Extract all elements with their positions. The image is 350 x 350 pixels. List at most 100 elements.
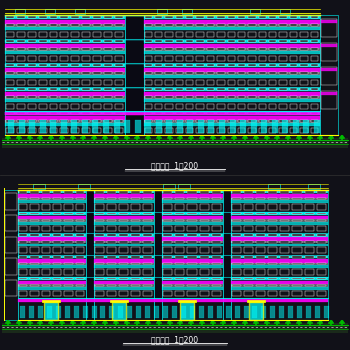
Bar xyxy=(231,216,328,219)
Bar xyxy=(293,278,302,279)
Bar xyxy=(211,241,220,243)
Circle shape xyxy=(330,321,332,323)
Bar xyxy=(238,25,245,26)
Bar xyxy=(155,16,162,18)
Bar xyxy=(248,88,256,90)
Bar xyxy=(95,226,104,231)
Circle shape xyxy=(93,321,96,323)
Bar xyxy=(144,198,152,199)
Bar xyxy=(176,40,183,42)
Bar xyxy=(293,234,302,236)
Bar xyxy=(82,88,90,90)
Bar xyxy=(196,25,204,26)
Bar xyxy=(61,128,68,133)
Bar xyxy=(61,32,68,37)
Bar xyxy=(196,48,204,50)
Bar xyxy=(304,291,314,296)
Bar xyxy=(28,96,36,98)
Bar xyxy=(290,80,297,85)
Bar xyxy=(127,306,132,318)
Bar xyxy=(290,128,297,133)
Bar xyxy=(162,237,223,241)
Bar xyxy=(175,269,184,274)
Bar xyxy=(30,204,39,210)
Bar xyxy=(95,212,104,214)
Bar xyxy=(163,234,173,236)
Bar xyxy=(199,256,209,258)
Circle shape xyxy=(104,321,106,323)
Bar xyxy=(5,120,125,123)
Bar xyxy=(304,226,314,231)
Bar xyxy=(42,269,50,274)
Bar xyxy=(5,237,17,253)
Circle shape xyxy=(104,136,106,138)
Bar xyxy=(18,256,86,258)
Bar xyxy=(165,16,173,18)
Bar xyxy=(42,291,50,296)
Bar xyxy=(71,72,79,74)
Bar xyxy=(244,212,253,214)
Bar xyxy=(248,112,256,114)
Bar xyxy=(244,306,248,318)
Bar xyxy=(30,198,39,199)
Bar xyxy=(211,220,220,221)
Bar xyxy=(232,247,241,253)
Bar xyxy=(50,64,57,66)
Bar xyxy=(155,80,162,85)
Bar xyxy=(199,220,209,221)
Bar xyxy=(268,291,277,296)
Bar xyxy=(280,120,287,122)
Bar xyxy=(162,244,223,246)
Bar xyxy=(76,220,84,221)
Bar xyxy=(300,64,308,66)
Bar xyxy=(64,278,73,279)
Bar xyxy=(280,9,290,14)
Bar xyxy=(188,256,196,258)
Bar xyxy=(104,104,112,108)
Bar xyxy=(280,220,289,221)
Bar xyxy=(92,120,98,133)
Bar xyxy=(131,247,140,253)
Bar xyxy=(29,120,35,133)
Bar xyxy=(50,88,57,90)
Bar xyxy=(30,212,39,214)
Bar xyxy=(248,104,256,108)
Bar xyxy=(18,212,86,215)
Bar xyxy=(53,285,62,286)
Bar xyxy=(93,40,101,42)
Bar xyxy=(280,72,287,74)
Bar xyxy=(176,72,183,74)
Bar xyxy=(94,241,154,243)
Bar xyxy=(6,104,14,108)
Bar xyxy=(238,128,245,133)
Bar xyxy=(188,220,196,221)
Bar xyxy=(280,128,287,133)
Bar xyxy=(199,212,209,214)
Bar xyxy=(165,56,173,61)
Bar xyxy=(269,48,277,50)
Bar xyxy=(19,263,27,264)
Bar xyxy=(199,226,209,231)
Bar xyxy=(232,212,241,214)
Bar xyxy=(18,190,328,320)
Bar xyxy=(244,285,253,286)
Bar xyxy=(42,234,50,236)
Bar xyxy=(217,40,225,42)
Bar xyxy=(71,56,79,61)
Bar xyxy=(256,198,265,199)
Bar xyxy=(244,269,253,274)
Bar xyxy=(186,25,194,26)
Bar xyxy=(256,278,265,279)
Bar xyxy=(17,72,25,74)
Bar xyxy=(217,96,225,98)
Bar xyxy=(145,120,151,133)
Bar xyxy=(244,226,253,231)
Bar xyxy=(30,247,39,253)
Bar xyxy=(53,263,62,264)
Bar xyxy=(217,104,225,108)
Bar xyxy=(268,278,277,279)
Circle shape xyxy=(308,321,311,323)
Bar xyxy=(4,190,18,320)
Bar xyxy=(196,72,204,74)
Bar xyxy=(93,32,101,37)
